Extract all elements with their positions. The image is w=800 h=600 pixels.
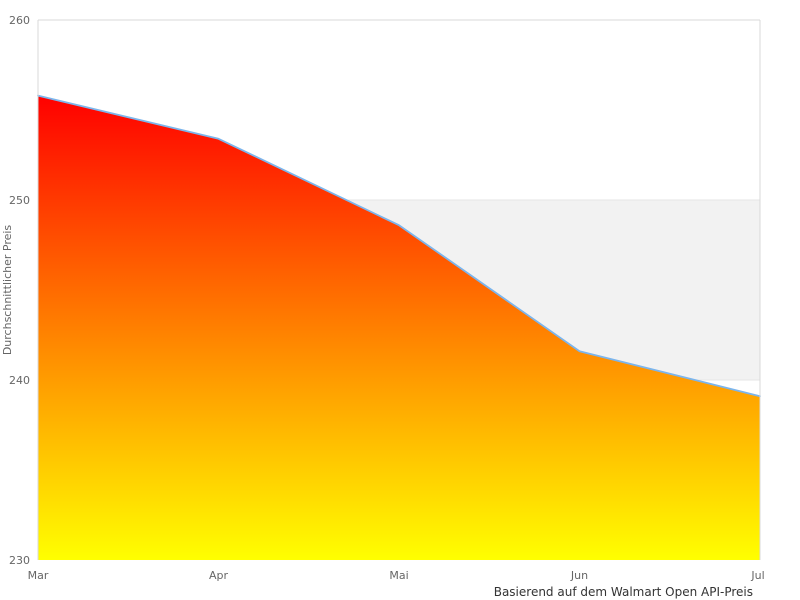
x-tick-label: Mar: [28, 569, 49, 582]
plot-border: [37, 19, 761, 560]
x-axis-caption: Basierend auf dem Walmart Open API-Preis: [494, 585, 753, 599]
x-tick-label: Jul: [750, 569, 764, 582]
x-tick-label: Mai: [389, 569, 408, 582]
x-axis-labels: Mar Apr Mai Jun Jul: [28, 569, 765, 582]
y-tick-label: 260: [9, 14, 30, 27]
area-series[interactable]: [38, 95, 760, 560]
y-tick-label: 230: [9, 554, 30, 567]
y-axis-title: Durchschnittlicher Preis: [1, 225, 14, 356]
y-axis-labels: 230 240 250 260: [9, 14, 30, 567]
x-tick-label: Apr: [209, 569, 229, 582]
y-tick-label: 240: [9, 374, 30, 387]
y-tick-label: 250: [9, 194, 30, 207]
x-tick-label: Jun: [570, 569, 588, 582]
series-line: [37, 94, 761, 398]
